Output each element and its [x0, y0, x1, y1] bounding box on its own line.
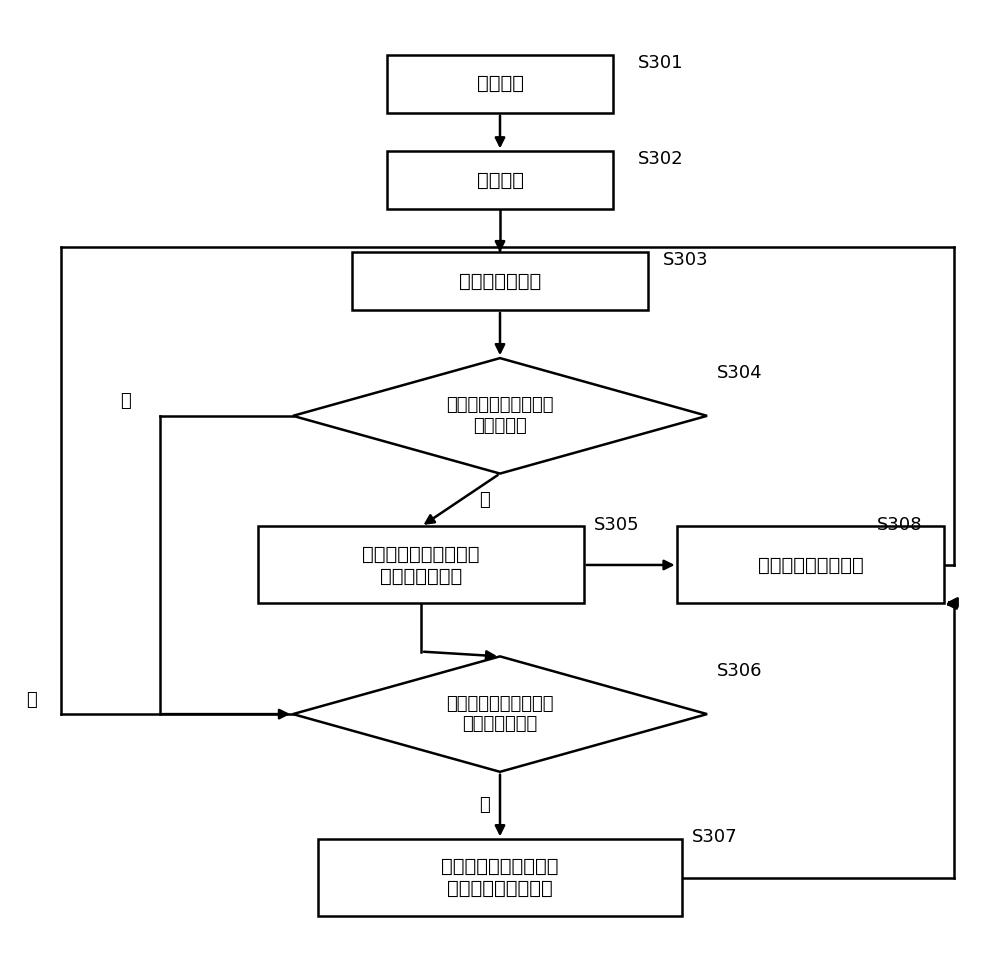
Text: 判断读取的数据是否为
点名风阀帧: 判断读取的数据是否为 点名风阀帧	[446, 396, 554, 435]
Text: 否: 否	[120, 392, 131, 411]
Text: 把回复数据写入串口: 把回复数据写入串口	[758, 555, 863, 575]
Text: 打开串口: 打开串口	[477, 74, 524, 94]
FancyBboxPatch shape	[677, 526, 944, 603]
Polygon shape	[293, 657, 707, 772]
Polygon shape	[293, 358, 707, 473]
Text: 否: 否	[26, 691, 37, 709]
Text: S305: S305	[594, 515, 639, 534]
Text: 是: 是	[479, 796, 490, 815]
Text: 从串口读取数据: 从串口读取数据	[459, 271, 541, 291]
Text: S304: S304	[717, 363, 763, 382]
Text: S302: S302	[638, 150, 684, 168]
Text: S306: S306	[717, 662, 762, 680]
Text: 根据上位机界面的选择
生成变频风机回复帧: 根据上位机界面的选择 生成变频风机回复帧	[441, 857, 559, 898]
Text: S308: S308	[877, 515, 922, 534]
Text: S303: S303	[663, 251, 708, 269]
Text: 判断读取的数据是否为
点名变频风机帧: 判断读取的数据是否为 点名变频风机帧	[446, 695, 554, 734]
Text: 配置串口: 配置串口	[477, 171, 524, 189]
FancyBboxPatch shape	[387, 55, 613, 113]
FancyBboxPatch shape	[352, 252, 648, 310]
Text: S301: S301	[638, 54, 684, 72]
FancyBboxPatch shape	[258, 526, 584, 603]
FancyBboxPatch shape	[387, 151, 613, 209]
FancyBboxPatch shape	[318, 839, 682, 916]
Text: 根据上位机界面的选择
生成风阀回复帧: 根据上位机界面的选择 生成风阀回复帧	[362, 545, 480, 586]
Text: 是: 是	[479, 491, 490, 509]
Text: S307: S307	[692, 829, 738, 846]
